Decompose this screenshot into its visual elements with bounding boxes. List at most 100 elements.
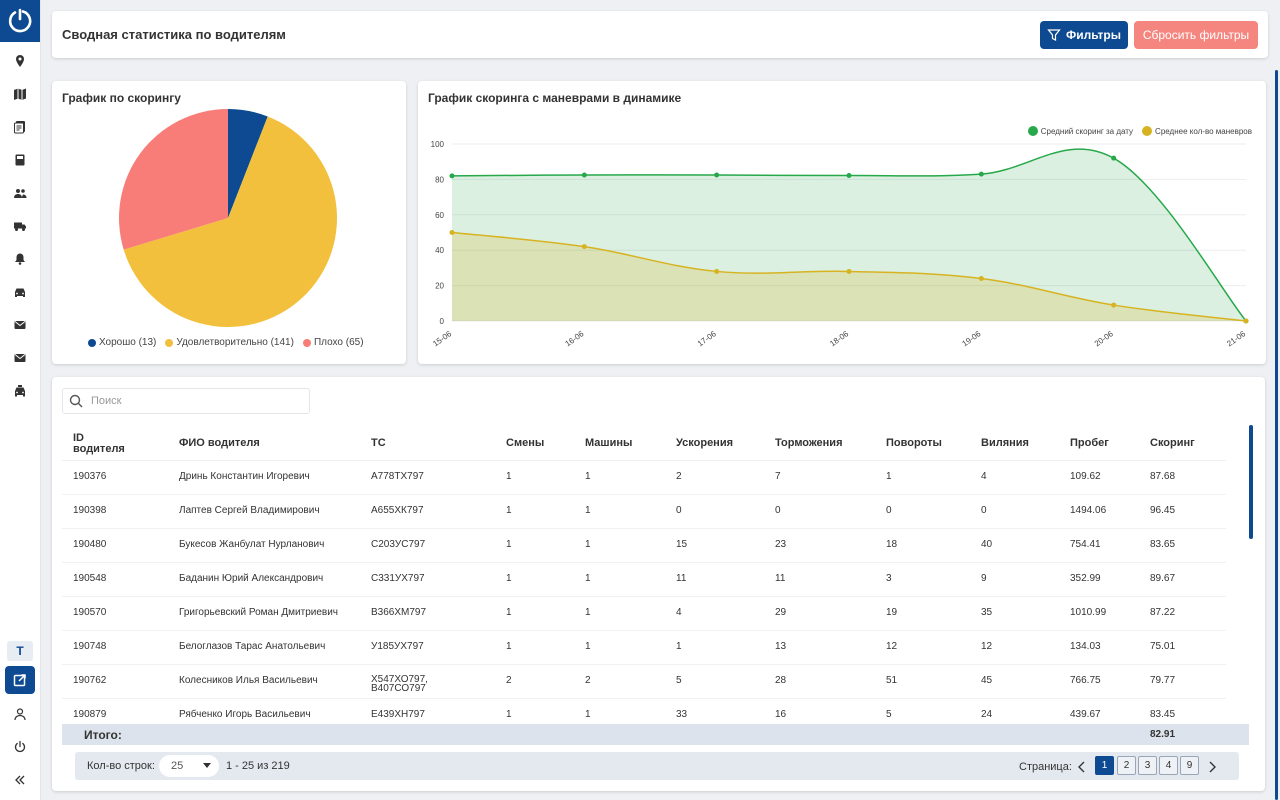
legend-item-bad[interactable]: Плохо (65) [302, 337, 364, 348]
pie-slice-good[interactable] [228, 109, 268, 218]
reset-filters-button[interactable]: Сбросить фильтры [1134, 21, 1258, 49]
y-tick-label: 40 [435, 246, 444, 255]
cell-accel: 1 [676, 641, 682, 652]
pie-slice-bad[interactable] [119, 109, 228, 250]
cell-cars: 1 [585, 505, 591, 516]
sidebar-item-profile[interactable] [0, 697, 40, 730]
data-point[interactable] [449, 230, 455, 235]
page-button[interactable]: 3 [1138, 756, 1157, 775]
sidebar: T [0, 0, 41, 800]
search-input[interactable] [89, 394, 293, 408]
tenant-badge[interactable]: T [7, 641, 33, 661]
column-header[interactable]: Виляния [981, 437, 1029, 449]
column-header[interactable]: ТС [371, 437, 386, 449]
column-header[interactable]: ФИО водителя [179, 437, 260, 449]
sidebar-item-mail-2[interactable] [0, 341, 40, 374]
pie-legend: Хорошо (13) Удовлетворительно (141) Плох… [88, 337, 364, 348]
page-button[interactable]: 9 [1180, 756, 1199, 775]
prev-page-button[interactable] [1077, 760, 1087, 778]
cell-swerves: 35 [981, 607, 993, 618]
page-button[interactable]: 4 [1159, 756, 1178, 775]
data-point[interactable] [978, 171, 984, 177]
next-page-button[interactable] [1207, 760, 1217, 778]
taxi-icon [15, 384, 25, 396]
column-header[interactable]: Скоринг [1150, 437, 1195, 449]
cell-score: 79.77 [1150, 675, 1176, 686]
legend-item-good[interactable]: Хорошо (13) [88, 337, 156, 348]
cell-score: 87.22 [1150, 607, 1176, 618]
data-point[interactable] [449, 173, 455, 179]
data-point[interactable] [978, 276, 984, 282]
data-point[interactable] [1243, 318, 1249, 324]
search-box[interactable] [62, 388, 310, 414]
filters-button[interactable]: Фильтры [1040, 21, 1128, 49]
pagination-bar: Кол-во строк: 25 1 - 25 из 219 Страница:… [75, 752, 1239, 780]
sidebar-item-users[interactable] [0, 176, 40, 209]
table-row[interactable]: 190762 Колесников Илья Васильевич Х547ХО79… [62, 664, 1226, 699]
drivers-table-card: ID водителя ФИО водителя ТС Смены Машины… [52, 377, 1265, 791]
sidebar-item-logout[interactable] [0, 730, 40, 763]
cell-id: 190748 [73, 641, 107, 652]
pie-chart-card: График по скорингу Хорошо (13) Удовлетво… [52, 81, 406, 364]
column-header[interactable]: ID водителя [73, 432, 125, 455]
data-point[interactable] [581, 172, 587, 178]
cell-mileage: 766.75 [1070, 675, 1101, 686]
series-avg-score-area [452, 149, 1246, 321]
legend-item-avg-maneuvers[interactable]: Среднее кол-во маневров [1142, 126, 1252, 136]
table-row[interactable]: 190570 Григорьевский Роман Дмитриевич В366… [62, 596, 1226, 631]
sidebar-item-location[interactable] [0, 44, 40, 77]
table-row[interactable]: 190480 Букесов Жанбулат Нурланович С203УС7… [62, 528, 1226, 563]
data-point[interactable] [846, 173, 852, 179]
cell-swerves: 24 [981, 709, 993, 720]
search-icon [69, 394, 83, 408]
legend-item-satisfactory[interactable]: Удовлетворительно (141) [165, 337, 294, 348]
page-scrollbar[interactable] [1275, 70, 1278, 800]
data-point[interactable] [581, 244, 587, 250]
user-icon [14, 707, 26, 720]
column-header[interactable]: Торможения [775, 437, 843, 449]
sidebar-item-book[interactable] [0, 143, 40, 176]
column-header[interactable]: Повороты [886, 437, 942, 449]
filters-button-label: Фильтры [1065, 28, 1122, 42]
data-point[interactable] [1111, 302, 1117, 308]
table-row[interactable]: 190376 Дринь Константин Игоревич А778ТХ797… [62, 460, 1226, 495]
book-icon [15, 154, 25, 165]
legend-swatch [302, 338, 311, 347]
sidebar-item-notifications[interactable] [0, 242, 40, 275]
table-row[interactable]: 190748 Белоглазов Тарас Анатольевич У185УХ… [62, 630, 1226, 665]
column-header[interactable]: Ускорения [676, 437, 734, 449]
x-tick-label: 21-06 [1225, 329, 1247, 348]
legend-item-avg-score[interactable]: Средний скоринг за дату [1027, 126, 1133, 136]
table-row[interactable]: 190548 Баданин Юрий Александрович С331УХ79… [62, 562, 1226, 597]
data-point[interactable] [714, 268, 720, 274]
table-row[interactable]: 190398 Лаптев Сергей Владимирович А655ХК79… [62, 494, 1226, 529]
cell-name: Рябченко Игорь Васильевич [179, 709, 311, 720]
page-button[interactable]: 1 [1095, 756, 1114, 775]
data-point[interactable] [714, 172, 720, 178]
column-header[interactable]: Смены [506, 437, 545, 449]
sidebar-item-car[interactable] [0, 275, 40, 308]
app-logo[interactable] [0, 0, 40, 42]
table-scrollbar[interactable] [1249, 425, 1253, 539]
sidebar-item-documents[interactable] [0, 110, 40, 143]
sidebar-item-external-link[interactable] [5, 666, 35, 694]
documents-icon [14, 120, 25, 133]
column-header[interactable]: Машины [585, 437, 633, 449]
pie-slice-satisfactory[interactable] [123, 116, 338, 327]
rows-per-page-select[interactable]: 25 [159, 755, 219, 777]
header-bar: Сводная статистика по водителям Фильтры … [52, 11, 1268, 58]
sidebar-collapse[interactable] [0, 763, 40, 796]
page-label: Страница: [1019, 761, 1072, 773]
sidebar-item-map[interactable] [0, 77, 40, 110]
cell-turns: 18 [886, 539, 898, 550]
cell-swerves: 0 [981, 505, 987, 516]
data-point[interactable] [1111, 155, 1117, 161]
data-point[interactable] [846, 268, 852, 274]
sidebar-item-truck[interactable] [0, 209, 40, 242]
sidebar-item-mail[interactable] [0, 308, 40, 341]
column-header[interactable]: Пробег [1070, 437, 1109, 449]
table-row[interactable]: 190879 Рябченко Игорь Васильевич Е439ХН797… [62, 698, 1226, 732]
sidebar-item-taxi[interactable] [0, 374, 40, 407]
page-button[interactable]: 2 [1117, 756, 1136, 775]
cell-vehicle: А655ХК797 [371, 505, 424, 516]
